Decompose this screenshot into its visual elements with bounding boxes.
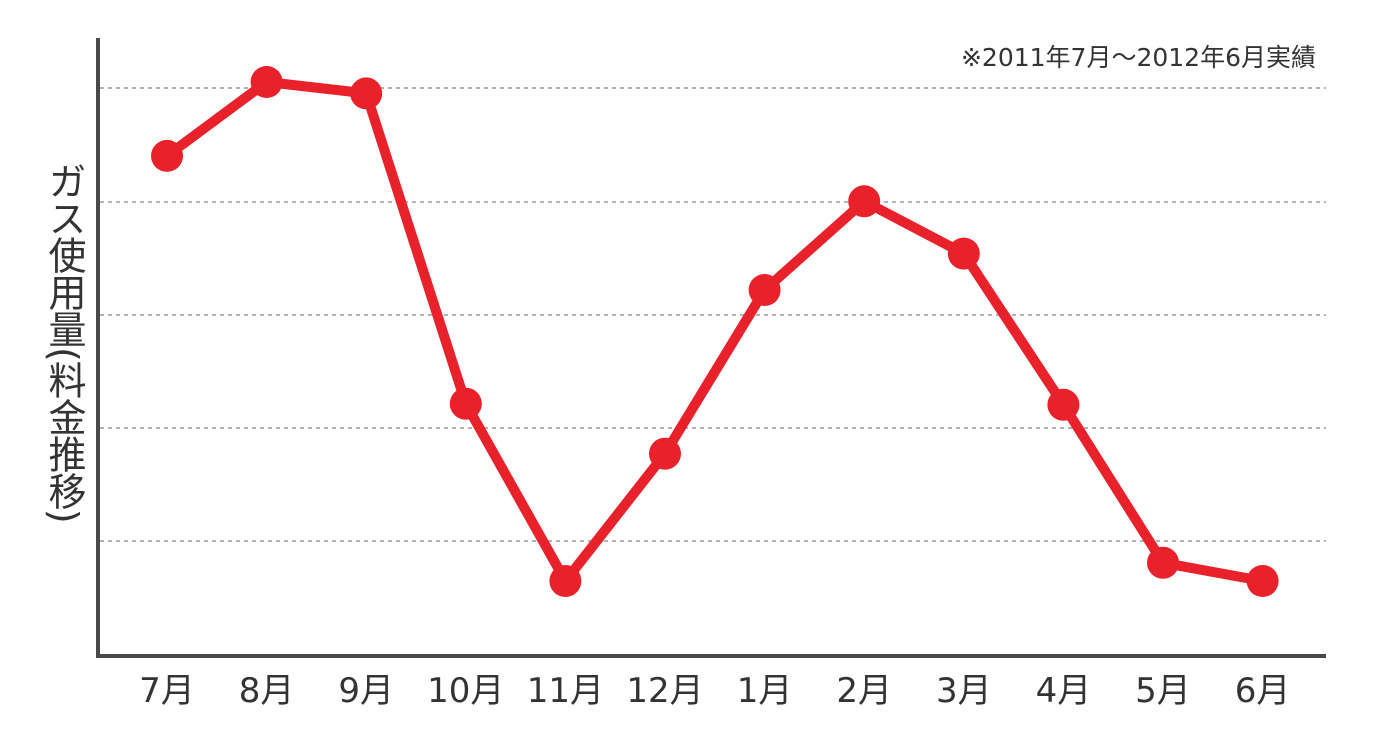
x-tick-label: 10月 [427,671,504,711]
data-points [151,66,1279,597]
x-tick-label: 5月 [1135,671,1191,711]
data-point [649,437,681,470]
series-line [162,77,1268,586]
x-tick-label: 4月 [1036,671,1092,711]
x-tick-labels: 7月 8月 9月 10月 11月 12月 1月 2月 3月 4月 5月 6月 [139,671,1290,711]
data-point [748,274,781,306]
gridlines [100,87,1326,542]
data-point [449,387,482,420]
x-tick-label: 8月 [239,671,295,711]
x-tick-label: 1月 [737,671,793,711]
x-tick-label: 12月 [626,671,703,711]
data-point [549,565,582,597]
x-tick-label: 7月 [139,671,195,711]
x-tick-label: 11月 [527,671,604,711]
x-tick-label: 9月 [338,671,394,711]
data-point [250,66,283,98]
data-point [151,139,183,172]
x-tick-label: 3月 [936,671,992,711]
data-point [1246,565,1279,597]
data-point [1047,388,1080,421]
y-axis-label: ガス使用量(料金推移) [42,162,86,523]
data-point [848,185,881,218]
period-note: ※2011年7月～2012年6月実績 [961,43,1316,72]
x-tick-label: 2月 [836,671,892,711]
data-point [1147,546,1179,579]
data-point [947,237,980,270]
x-tick-label: 6月 [1235,671,1291,711]
data-point [350,77,383,110]
